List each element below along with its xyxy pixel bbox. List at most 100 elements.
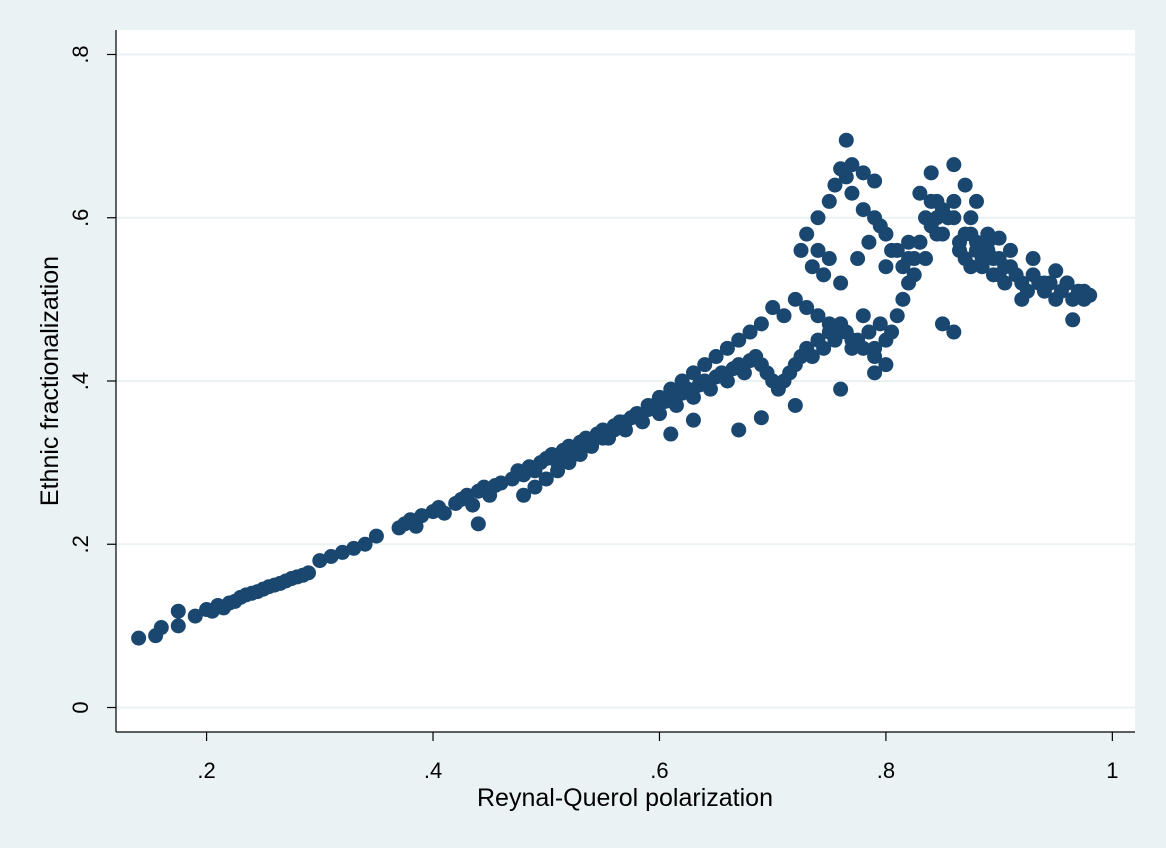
data-point <box>997 259 1013 275</box>
data-point <box>867 173 883 189</box>
data-point <box>742 324 758 340</box>
data-point <box>640 397 656 413</box>
data-point <box>968 234 984 250</box>
data-point <box>1014 291 1030 307</box>
data-point <box>753 410 769 426</box>
data-point <box>804 259 820 275</box>
data-point <box>861 324 877 340</box>
data-point <box>895 291 911 307</box>
x-tick-label-2: .6 <box>650 758 668 783</box>
data-point <box>793 242 809 258</box>
y-axis-title: Ethnic fractionalization <box>36 256 64 506</box>
data-point <box>952 242 968 258</box>
data-point <box>765 300 781 316</box>
data-point <box>855 165 871 181</box>
data-point <box>884 324 900 340</box>
data-point <box>799 226 815 242</box>
y-tick-label-3: .6 <box>68 209 93 227</box>
data-point <box>985 267 1001 283</box>
data-point <box>1002 242 1018 258</box>
data-point <box>855 202 871 218</box>
data-point <box>833 381 849 397</box>
data-point <box>572 446 588 462</box>
data-point <box>787 397 803 413</box>
data-point <box>946 193 962 209</box>
data-point <box>493 475 509 491</box>
data-point <box>957 177 973 193</box>
data-point <box>674 373 690 389</box>
data-point <box>946 324 962 340</box>
data-point <box>844 332 860 348</box>
data-point <box>1059 275 1075 291</box>
data-point <box>131 630 147 646</box>
data-point <box>980 226 996 242</box>
data-point <box>685 389 701 405</box>
y-tick-label-4: .8 <box>68 45 93 63</box>
y-tick-label-0: 0 <box>68 701 93 713</box>
data-point <box>810 210 826 226</box>
grid-layer <box>116 53 1135 709</box>
data-point <box>799 300 815 316</box>
data-point <box>968 193 984 209</box>
data-point <box>651 406 667 422</box>
data-point <box>906 267 922 283</box>
data-point <box>1025 251 1041 267</box>
data-point <box>776 308 792 324</box>
data-point <box>804 349 820 365</box>
data-point <box>963 259 979 275</box>
data-point <box>170 603 186 619</box>
data-point <box>878 259 894 275</box>
data-point <box>957 226 973 242</box>
data-point <box>929 193 945 209</box>
data-point <box>170 618 186 634</box>
data-point <box>334 544 350 560</box>
data-point <box>368 528 384 544</box>
data-point <box>787 291 803 307</box>
data-point <box>872 316 888 332</box>
axes-layer: 0 .2 .4 .6 .8 .2 .4 .6 .8 1 <box>68 30 1135 783</box>
data-point <box>719 340 735 356</box>
data-point <box>685 412 701 428</box>
data-point <box>663 381 679 397</box>
data-point <box>685 365 701 381</box>
data-point <box>844 185 860 201</box>
data-point <box>470 516 486 532</box>
data-point <box>974 251 990 267</box>
data-point <box>833 324 849 340</box>
data-point <box>1076 283 1092 299</box>
data-point <box>844 157 860 173</box>
data-point <box>346 540 362 556</box>
data-point <box>855 308 871 324</box>
data-point <box>618 414 633 430</box>
data-point <box>595 430 611 446</box>
data-point <box>855 340 871 356</box>
data-point <box>861 234 877 250</box>
data-point <box>991 230 1007 246</box>
data-point <box>697 357 713 373</box>
data-point <box>1048 263 1064 279</box>
data-point <box>816 267 832 283</box>
data-point <box>889 308 905 324</box>
data-point <box>1065 312 1081 328</box>
data-point <box>912 234 928 250</box>
x-tick-label-1: .4 <box>424 758 442 783</box>
data-point <box>838 132 854 148</box>
data-point <box>538 471 554 487</box>
data-point <box>300 565 316 581</box>
data-point <box>736 365 752 381</box>
data-point <box>414 508 430 524</box>
data-point <box>935 316 951 332</box>
data-point <box>187 608 203 624</box>
data-point <box>946 157 962 173</box>
data-point <box>436 505 452 521</box>
data-point <box>550 463 566 479</box>
data-point <box>668 397 684 413</box>
data-point <box>606 422 622 438</box>
data-point <box>867 365 883 381</box>
data-point <box>810 242 826 258</box>
data-point <box>895 259 911 275</box>
data-point <box>833 275 849 291</box>
data-point <box>821 251 837 267</box>
